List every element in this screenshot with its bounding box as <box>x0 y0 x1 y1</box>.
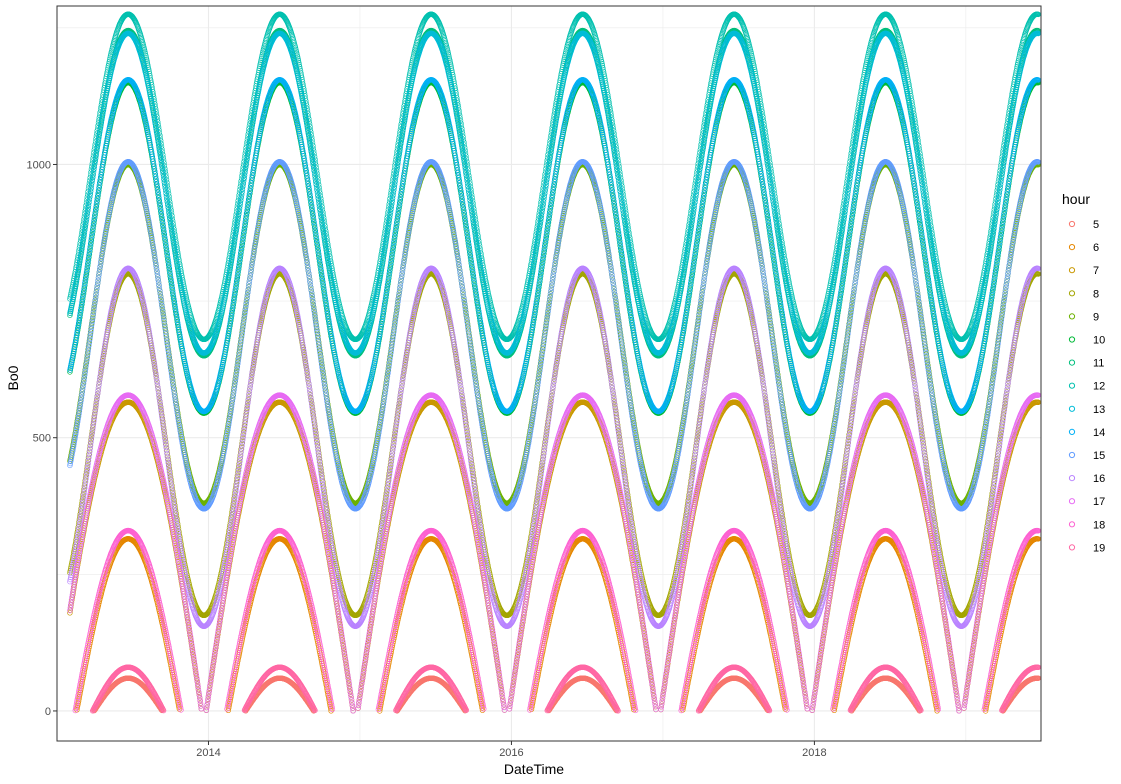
data-points <box>67 11 1042 714</box>
